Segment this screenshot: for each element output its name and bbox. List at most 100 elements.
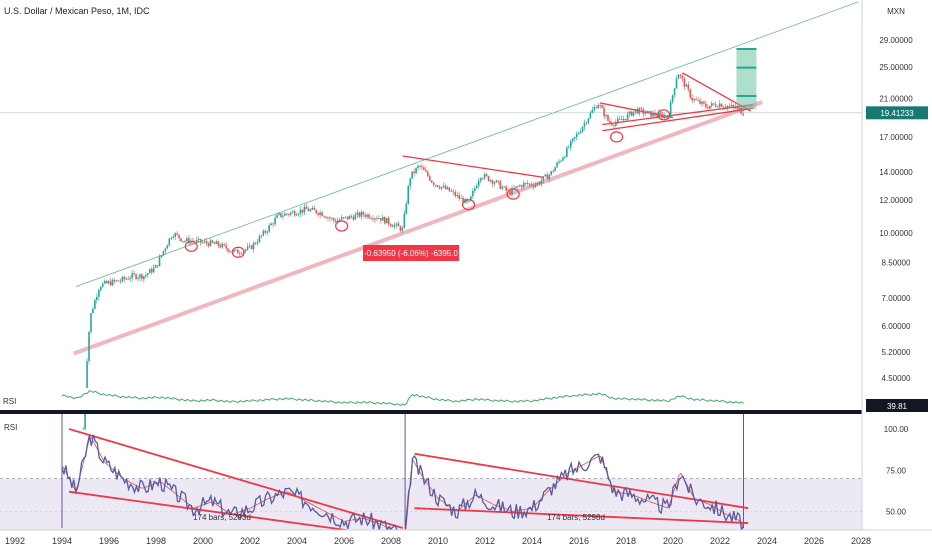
candle-body [591, 109, 594, 113]
candle-body [652, 112, 654, 117]
candle-body [622, 119, 625, 121]
candle-body [679, 74, 682, 76]
candle-body [571, 138, 574, 142]
price-pane[interactable]: -0.63950 (-6.06%) -6395.0 U.S. Dollar / … [0, 0, 862, 431]
candle-body [145, 274, 147, 277]
candle-body [470, 196, 472, 201]
candle-body [162, 250, 165, 256]
candle-body [295, 214, 298, 216]
candle-body [458, 194, 460, 199]
candle-body [240, 253, 243, 255]
candle-body [626, 114, 629, 121]
y-tick-label: 29.00000 [879, 36, 913, 45]
y-tick-label: 21.00000 [879, 95, 913, 104]
candle-body [86, 361, 88, 392]
pane-separator[interactable] [0, 410, 932, 414]
x-tick-label: 2020 [663, 536, 683, 546]
candle-body [150, 269, 153, 273]
candle-body [403, 213, 406, 228]
candle-body [646, 111, 648, 114]
candle-body [360, 212, 363, 217]
rsi-tick-label: 50.00 [886, 508, 907, 517]
candle-body [579, 131, 582, 134]
bars-range-label-2: 174 bars, 5298d [547, 513, 605, 522]
candle-body [356, 212, 359, 215]
trend-drawings [0, 47, 862, 258]
candle-body [146, 273, 149, 275]
candle-body [685, 84, 688, 87]
rsi-trendline [414, 507, 749, 524]
candle-body [350, 215, 353, 217]
projection-box [736, 48, 757, 110]
candle-body [550, 171, 552, 175]
candle-body [474, 188, 476, 191]
candle-body [462, 197, 464, 204]
candle-body [615, 122, 617, 126]
candle-body [346, 216, 349, 220]
candle-body [287, 214, 290, 215]
candle-body [638, 108, 641, 114]
candle-body [718, 103, 721, 108]
candle-body [268, 225, 270, 232]
candle-body [127, 278, 129, 280]
candle-body [160, 255, 163, 258]
candle-body [540, 180, 543, 185]
candle-body [101, 283, 104, 288]
candle-body [511, 187, 513, 195]
candle-body [133, 273, 135, 275]
candle-body [174, 233, 176, 237]
candle-body [738, 107, 740, 109]
highlight-circle [609, 131, 624, 143]
candle-body [223, 243, 225, 246]
candle-body [192, 241, 194, 243]
candle-body [536, 182, 539, 185]
rsi-pane[interactable]: RSI 174 bars, 5293d 174 bars, 5298d [0, 414, 862, 545]
candle-body [521, 185, 523, 187]
last-price-badge [866, 106, 928, 120]
candle-body [466, 199, 468, 202]
candle-body [309, 209, 312, 212]
candle-body [344, 216, 347, 218]
candle-body [280, 213, 282, 217]
candle-body [421, 166, 423, 168]
candle-body [562, 157, 564, 161]
candle-body [336, 220, 339, 223]
x-tick-label: 2022 [710, 536, 730, 546]
candle-body [374, 218, 376, 220]
price-scale[interactable]: MXN 29.00000 25.00000 21.00000 17.00000 14.0… [861, 0, 932, 550]
candle-body [697, 99, 699, 101]
candle-body [662, 114, 664, 119]
candle-body [156, 265, 159, 267]
candle-body [172, 236, 175, 238]
candle-body [105, 280, 108, 284]
highlight-circle [506, 188, 520, 200]
candle-body [644, 113, 646, 114]
candle-body [203, 241, 206, 243]
candle-body [327, 217, 329, 219]
candle-body [188, 238, 190, 244]
candle-body [286, 213, 288, 215]
candle-body [197, 238, 200, 240]
candle-body [691, 97, 693, 101]
y-tick-label: 4.50000 [882, 374, 911, 383]
candle-body [677, 74, 680, 79]
candle-body [618, 118, 621, 120]
candle-body [211, 240, 214, 243]
candle-body [709, 105, 711, 109]
candle-body [368, 214, 370, 219]
candle-body [434, 184, 437, 186]
candle-body [444, 185, 447, 189]
candle-body [560, 160, 562, 162]
candle-body [587, 118, 590, 123]
candle-body [707, 107, 709, 109]
long-support-trendline [73, 100, 763, 356]
candle-body [632, 111, 635, 116]
candle-body [732, 104, 735, 107]
candle-body [358, 212, 361, 217]
time-axis[interactable]: 1992 1994 1996 1998 2000 2002 2004 2006 2008 2010… [0, 529, 932, 550]
candle-body [503, 186, 505, 188]
candle-body [233, 249, 235, 252]
candle-body [454, 191, 457, 196]
candle-body [742, 113, 744, 116]
